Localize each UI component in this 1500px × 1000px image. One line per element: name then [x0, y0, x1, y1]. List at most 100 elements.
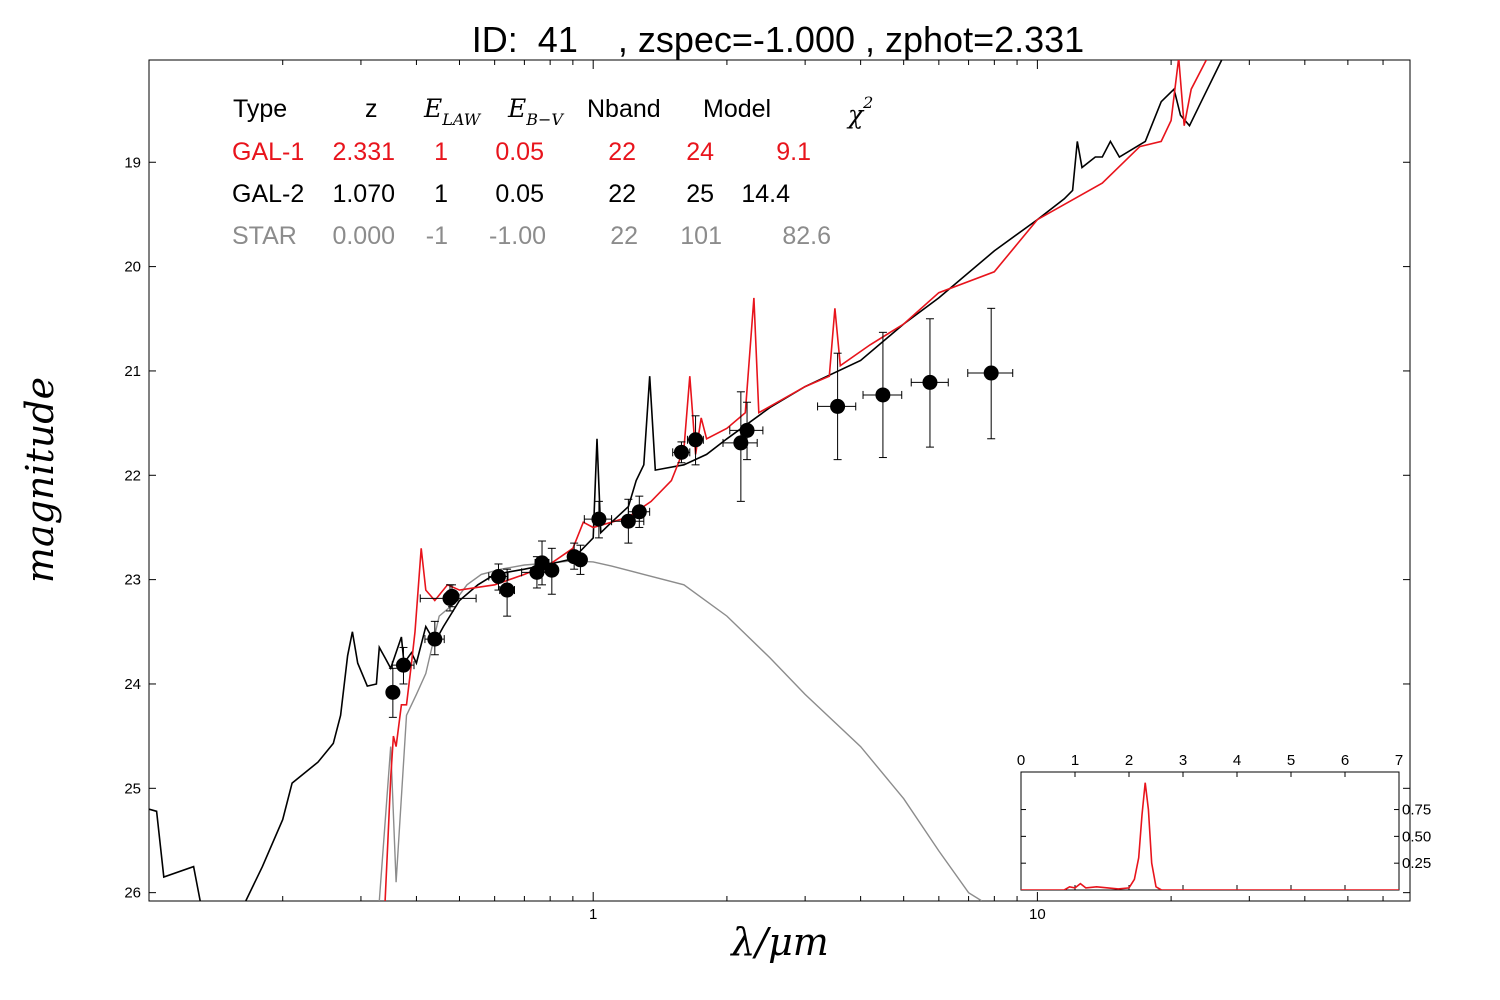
photometry-point — [391, 646, 415, 685]
photometry-point — [583, 500, 613, 539]
y-tick-label: 23 — [124, 572, 141, 589]
photometry-point — [686, 415, 704, 466]
x-axis-label: λ/μm — [729, 920, 829, 964]
x-tick-label: 1 — [589, 906, 597, 923]
cell-z: 0.000 — [332, 222, 395, 250]
cell-type: STAR — [232, 222, 297, 250]
data-point-marker — [688, 432, 704, 448]
cell-z: 2.331 — [332, 138, 395, 166]
col-header-model: Model — [703, 95, 771, 123]
cell-elaw: 1 — [434, 138, 448, 166]
col-header-chi2: χ2 — [846, 93, 873, 129]
col-header-chi2-sup: 2 — [862, 93, 873, 112]
figure-title: ID: 41 , zspec=-1.000 , zphot=2.331 — [472, 19, 1084, 60]
data-point-marker — [395, 657, 411, 673]
photometry-point — [910, 318, 949, 448]
photometry-point — [385, 667, 401, 718]
inset-x-tick-label: 1 — [1071, 752, 1079, 769]
data-point-marker — [631, 504, 647, 520]
data-point-marker — [544, 562, 560, 578]
data-point-marker — [499, 582, 515, 598]
data-point-marker — [875, 387, 891, 403]
pdz-curve-line — [1021, 782, 1399, 890]
cell-z: 1.070 — [332, 180, 395, 208]
photometry-point — [729, 401, 764, 461]
col-header-type: Type — [233, 95, 287, 123]
photometry-point — [817, 352, 857, 461]
table-row-gal2: GAL-2 1.070 1 0.05 22 25 14.4 — [232, 180, 790, 208]
col-header-elaw: ELAW — [423, 94, 482, 129]
data-point-marker — [427, 631, 443, 647]
inset-x-tick-label: 2 — [1125, 752, 1133, 769]
main-series-layer — [149, 60, 1223, 901]
inset-x-tick-label: 4 — [1233, 752, 1241, 769]
inset-series-layer — [1021, 782, 1399, 890]
data-point-marker — [620, 513, 636, 529]
series-gal1-line — [384, 60, 1208, 901]
cell-model: 101 — [680, 222, 722, 250]
data-point-marker — [830, 398, 846, 414]
photometry-point — [544, 547, 560, 595]
inset-x-tick-label: 6 — [1341, 752, 1349, 769]
cell-type: GAL-1 — [232, 138, 304, 166]
pdz-inset: 0 1 2 3 4 5 6 7 0.25 0.50 0.75 — [1017, 752, 1431, 891]
cell-ebv: 0.05 — [495, 138, 544, 166]
col-header-nband: Nband — [587, 95, 661, 123]
inset-x-tick-label: 7 — [1395, 752, 1403, 769]
col-header-chi2-main: χ — [846, 100, 865, 129]
x-tick-label: 10 — [1029, 906, 1046, 923]
data-point-marker — [444, 588, 460, 604]
cell-elaw: -1 — [426, 222, 448, 250]
table-row-gal1: GAL-1 2.331 1 0.05 22 24 9.1 — [232, 138, 811, 166]
data-point-marker — [572, 552, 588, 568]
inset-y-tick-label: 0.75 — [1402, 802, 1431, 819]
data-point-marker — [591, 511, 607, 527]
inset-y-tick-label: 0.50 — [1402, 828, 1431, 845]
photometry-points-layer — [385, 307, 1014, 718]
photometry-point — [444, 584, 460, 608]
cell-elaw: 1 — [434, 180, 448, 208]
photometry-point — [499, 568, 515, 617]
photometry-point — [627, 495, 651, 528]
data-point-marker — [385, 684, 401, 700]
photometry-point — [424, 620, 445, 656]
cell-model: 24 — [686, 138, 714, 166]
y-tick-label: 25 — [124, 780, 141, 797]
col-header-ebv-sub: B−V — [525, 110, 564, 129]
cell-nband: 22 — [608, 180, 636, 208]
col-header-ebv-main: E — [507, 94, 526, 123]
inset-axis-ticks: 0 1 2 3 4 5 6 7 0.25 0.50 0.75 — [1017, 752, 1431, 890]
photometry-point — [862, 331, 903, 459]
data-point-marker — [983, 365, 999, 381]
cell-chi2: 14.4 — [741, 180, 790, 208]
photometry-point — [572, 544, 588, 575]
inset-x-tick-label: 3 — [1179, 752, 1187, 769]
table-row-star: STAR 0.000 -1 -1.00 22 101 82.6 — [232, 222, 831, 250]
col-header-z: z — [365, 95, 378, 123]
data-point-marker — [490, 568, 506, 584]
data-point-marker — [739, 422, 755, 438]
data-point-marker — [922, 374, 938, 390]
data-point-marker — [673, 444, 689, 460]
main-plot-frame — [148, 59, 1411, 902]
cell-ebv: -1.00 — [489, 222, 546, 250]
inset-x-tick-label: 0 — [1017, 752, 1025, 769]
y-tick-label: 19 — [124, 154, 141, 171]
photometry-point — [488, 563, 509, 591]
inset-x-tick-label: 5 — [1287, 752, 1295, 769]
inset-y-tick-label: 0.25 — [1402, 855, 1431, 872]
y-tick-label: 24 — [124, 676, 141, 693]
col-header-elaw-sub: LAW — [441, 110, 482, 129]
cell-chi2: 9.1 — [776, 138, 811, 166]
cell-nband: 22 — [608, 138, 636, 166]
photometry-point — [672, 441, 691, 464]
y-tick-label: 21 — [124, 363, 141, 380]
cell-model: 25 — [686, 180, 714, 208]
series-star-line — [378, 560, 983, 901]
inset-frame — [1020, 771, 1400, 891]
data-point-marker — [733, 435, 749, 451]
y-tick-label: 26 — [124, 885, 141, 902]
fit-results-table: Type z ELAW EB−V Nband Model χ2 GAL-1 2.… — [232, 93, 873, 250]
